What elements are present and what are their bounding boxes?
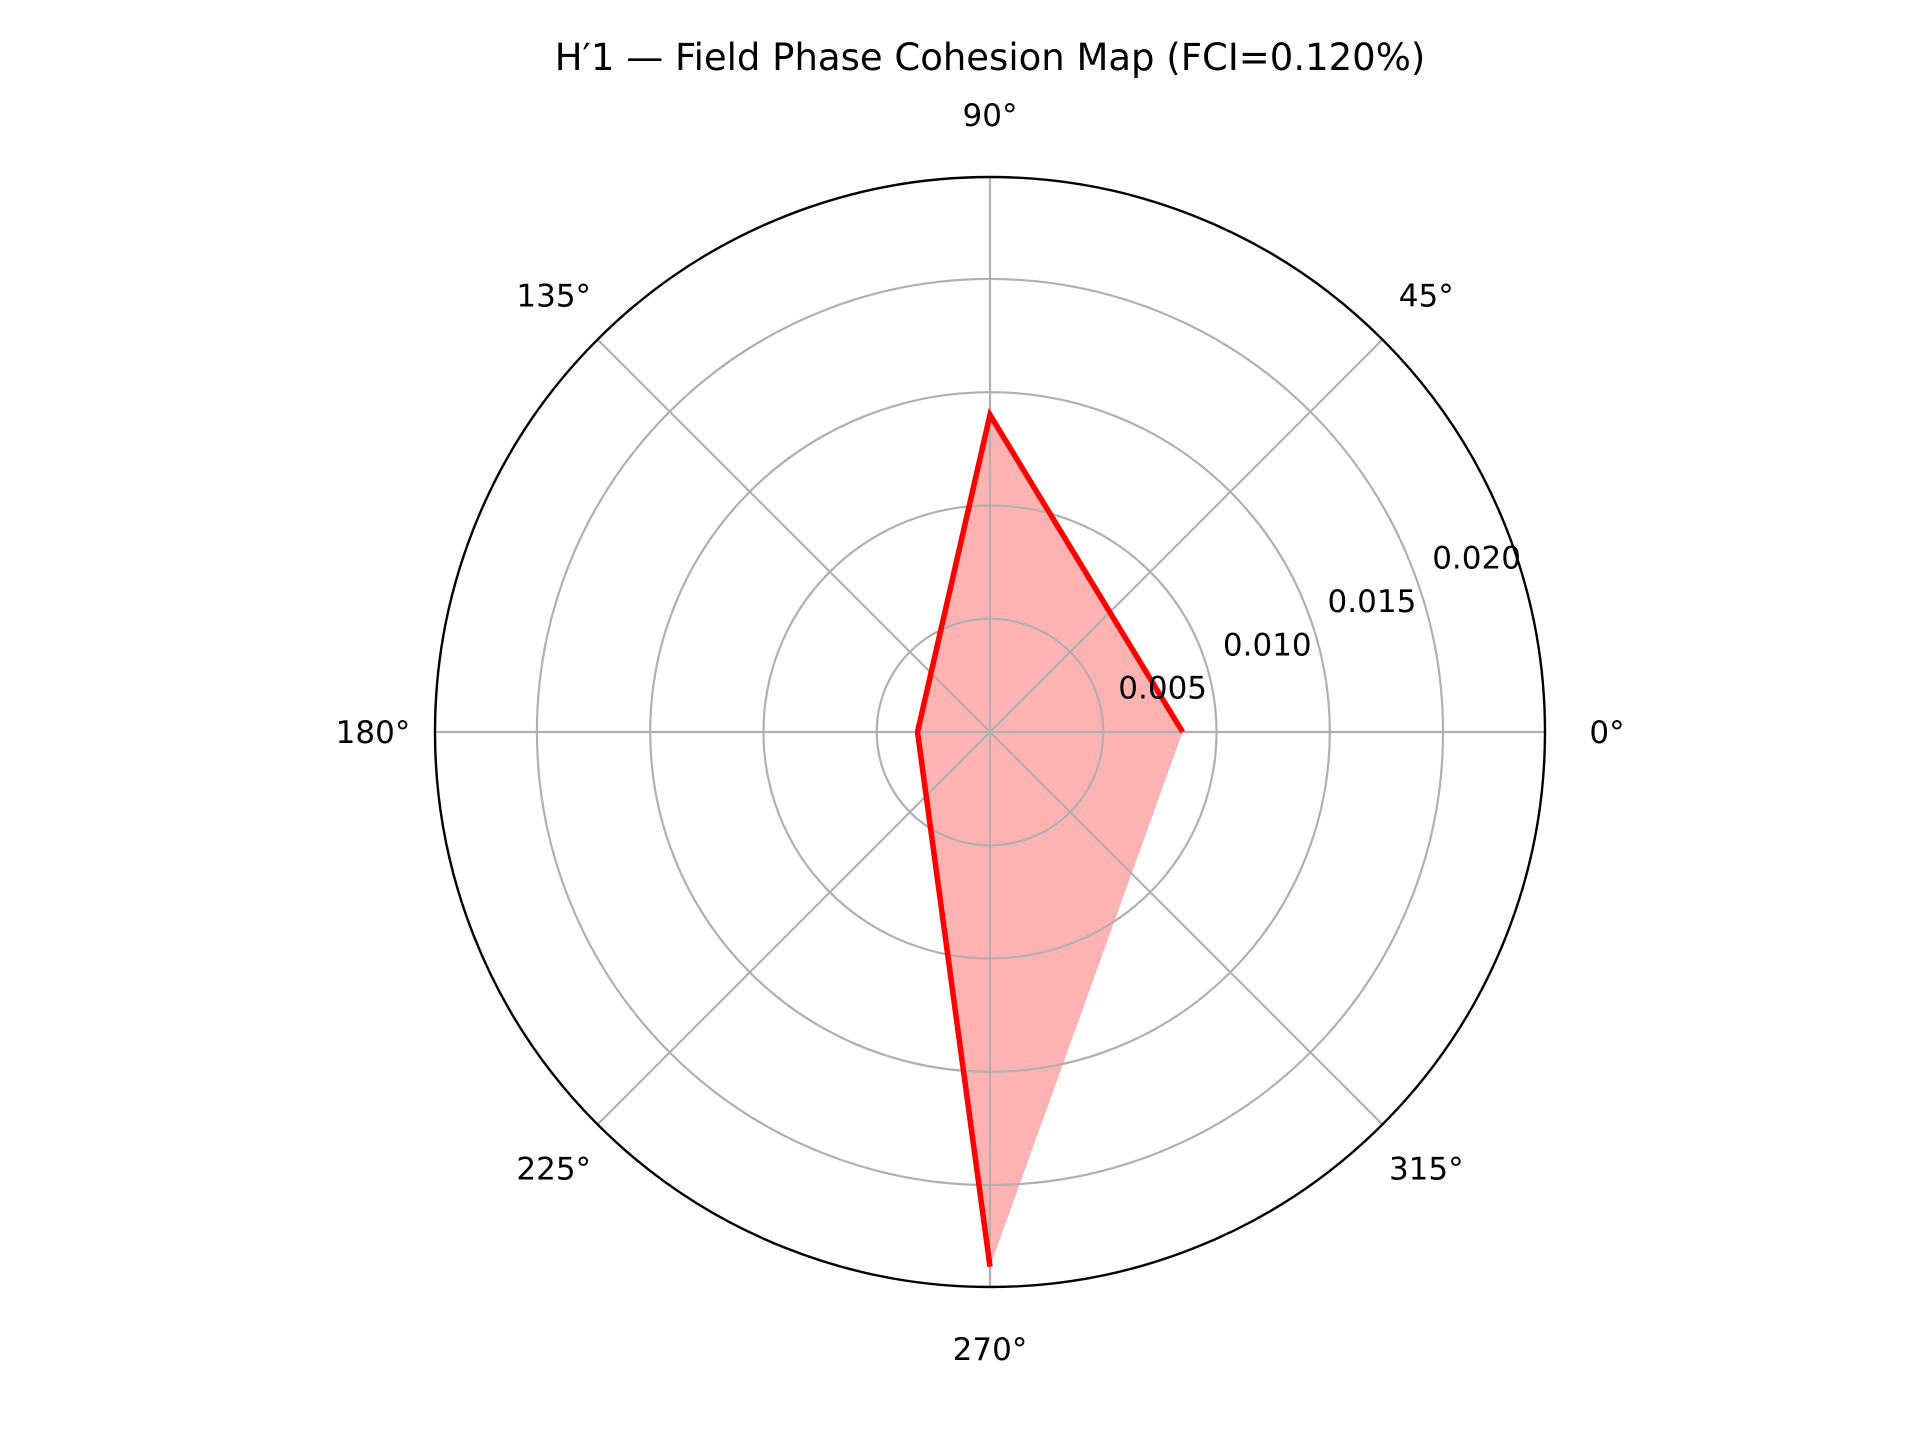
theta-tick-label: 315° [1389,1151,1464,1187]
angular-gridline [596,338,991,733]
theta-tick-label: 90° [963,98,1018,134]
chart-title: H′1 — Field Phase Cohesion Map (FCI=0.12… [555,36,1426,79]
r-tick-label: 0.010 [1223,627,1312,663]
theta-tick-label: 0° [1589,715,1624,751]
r-tick-label: 0.020 [1432,541,1521,577]
theta-tick-label: 45° [1399,279,1454,315]
r-tick-label: 0.005 [1118,671,1207,707]
theta-tick-label: 225° [516,1151,591,1187]
theta-tick-label: 135° [516,279,591,315]
grid-layer [435,177,1545,1287]
frame-layer [433,175,1547,1289]
theta-tick-label: 180° [336,715,411,751]
angular-gridline [989,338,1384,733]
series-line [914,407,1185,1267]
r-tick-label: 0.015 [1328,584,1417,620]
series-layer [914,407,1185,1267]
polar-frame [433,175,1547,1289]
label-layer: 0° 45° 90° 135° 180° 225° 270° 315° 0.005 0.010 0.… [336,98,1625,1368]
angular-gridline [989,731,1384,1126]
theta-tick-label: 270° [953,1332,1028,1368]
